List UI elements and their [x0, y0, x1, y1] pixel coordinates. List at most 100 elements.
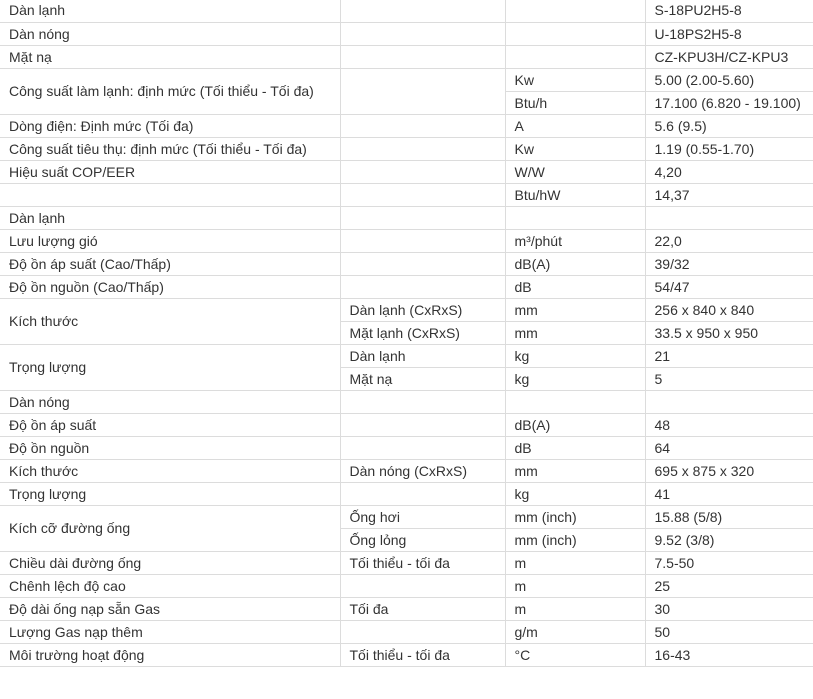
table-row: Trọng lượng kg 41: [0, 481, 813, 506]
table-cell: Mặt nạ: [0, 44, 341, 69]
table-cell: dB(A): [504, 412, 646, 437]
table-cell: Btu/hW: [504, 182, 646, 207]
table-cell: 9.52 (3/8): [644, 527, 813, 552]
table-cell: [339, 159, 506, 184]
table-row: Btu/hW 14,37: [0, 182, 813, 207]
table-cell: Tối đa: [339, 596, 506, 621]
table-row: Độ ồn nguồn dB 64: [0, 435, 813, 460]
table-row: Dàn lạnh: [0, 205, 813, 230]
table-cell: mm (inch): [504, 527, 646, 552]
table-row: Dàn lạnh S-18PU2H5-8: [0, 0, 813, 23]
table-cell: 5.6 (9.5): [644, 113, 813, 138]
table-cell: 25: [644, 573, 813, 598]
table-row: Độ ồn áp suất dB(A) 48: [0, 412, 813, 437]
table-cell: Ống lỏng: [340, 527, 506, 552]
table-cell: 5.00 (2.00-5.60): [644, 67, 813, 92]
table-cell: Kích cỡ đường ống: [0, 504, 341, 552]
table-cell: Độ ồn nguồn (Cao/Thấp): [0, 274, 341, 299]
table-row: Môi trường hoạt động Tối thiểu - tối đa °C…: [0, 642, 813, 667]
table-cell: W/W: [504, 159, 646, 184]
table-cell: Độ ồn áp suất (Cao/Thấp): [0, 251, 341, 276]
table-row: Chênh lệch độ cao m 25: [0, 573, 813, 598]
table-cell: Độ dài ống nạp sẵn Gas: [0, 596, 341, 621]
table-cell: Dàn nóng: [0, 389, 341, 414]
table-row: Dàn nóng: [0, 389, 813, 414]
table-row: Btu/h 17.100 (6.820 - 19.100): [0, 90, 813, 115]
table-cell: 33.5 x 950 x 950: [644, 320, 813, 345]
table-cell: Chênh lệch độ cao: [0, 573, 341, 598]
table-cell: 7.5-50: [644, 550, 813, 575]
table-cell: Chiều dài đường ống: [0, 550, 341, 575]
table-cell: 256 x 840 x 840: [644, 297, 813, 322]
table-cell: [339, 44, 506, 69]
table-cell: [504, 44, 646, 69]
table-cell: Dàn nóng (CxRxS): [339, 458, 506, 483]
table-cell: [504, 0, 646, 23]
table-cell: [339, 228, 506, 253]
table-cell: kg: [504, 343, 646, 368]
table-cell: Mặt nạ: [340, 366, 506, 391]
table-row: Mặt nạ CZ-KPU3H/CZ-KPU3: [0, 44, 813, 69]
table-cell: m: [504, 573, 646, 598]
table-cell: [504, 205, 646, 230]
table-cell: 4,20: [644, 159, 813, 184]
table-cell: Dàn lạnh: [339, 343, 506, 368]
table-row: Hiệu suất COP/EER W/W 4,20: [0, 159, 813, 184]
table-cell: [339, 274, 506, 299]
table-cell: 64: [644, 435, 813, 460]
table-cell: 5: [644, 366, 813, 391]
table-cell: [339, 205, 506, 230]
table-cell: Ống hơi: [339, 504, 506, 529]
table-cell: 50: [644, 619, 813, 644]
table-cell: mm (inch): [504, 504, 646, 529]
table-cell: Kw: [504, 67, 646, 92]
table-cell: Kw: [504, 136, 646, 161]
table-cell: Công suất làm lạnh: định mức (Tối thiểu …: [0, 67, 341, 115]
table-cell: Độ ồn nguồn: [0, 435, 341, 460]
table-cell: kg: [504, 481, 646, 506]
table-cell: Trọng lượng: [0, 343, 341, 391]
table-row: Công suất tiêu thụ: định mức (Tối thiểu …: [0, 136, 813, 161]
table-cell: A: [504, 113, 646, 138]
table-cell: Tối thiểu - tối đa: [339, 642, 506, 667]
table-cell: Trọng lượng: [0, 481, 341, 506]
table-cell: 48: [644, 412, 813, 437]
table-cell: Kích thước: [0, 458, 341, 483]
table-row: Độ dài ống nạp sẵn Gas Tối đa m 30: [0, 596, 813, 621]
table-cell: 15.88 (5/8): [644, 504, 813, 529]
table-cell: g/m: [504, 619, 646, 644]
table-cell: [339, 182, 506, 207]
table-cell: Công suất tiêu thụ: định mức (Tối thiểu …: [0, 136, 341, 161]
table-cell: Lưu lượng gió: [0, 228, 341, 253]
table-row: Mặt lạnh (CxRxS) mm 33.5 x 950 x 950: [0, 320, 813, 345]
table-cell: mm: [504, 320, 646, 345]
table-cell: [339, 573, 506, 598]
table-cell: U-18PS2H5-8: [644, 21, 813, 46]
table-cell: dB: [504, 274, 646, 299]
table-cell: 17.100 (6.820 - 19.100): [644, 90, 813, 115]
table-cell: kg: [504, 366, 646, 391]
table-row: Kích cỡ đường ống Ống hơi mm (inch) 15.88 (…: [0, 504, 813, 552]
table-cell: Mặt lạnh (CxRxS): [340, 320, 506, 345]
table-row: Dàn nóng U-18PS2H5-8: [0, 21, 813, 46]
table-cell: [339, 67, 506, 115]
table-cell: 21: [644, 343, 813, 368]
table-cell: Hiệu suất COP/EER: [0, 159, 341, 184]
table-cell: [339, 389, 506, 414]
table-cell: m: [504, 596, 646, 621]
table-cell: [339, 251, 506, 276]
table-cell: 695 x 875 x 320: [644, 458, 813, 483]
table-row: Ống lỏng mm (inch) 9.52 (3/8): [0, 527, 813, 552]
table-row: Lượng Gas nạp thêm g/m 50: [0, 619, 813, 644]
table-cell: Btu/h: [505, 90, 646, 115]
table-cell: mm: [504, 297, 646, 322]
table-cell: [339, 435, 506, 460]
table-row: Lưu lượng gió m³/phút 22,0: [0, 228, 813, 253]
table-cell: [339, 113, 506, 138]
table-row: Chiều dài đường ống Tối thiểu - tối đa m 7.…: [0, 550, 813, 575]
table-row: Độ ồn nguồn (Cao/Thấp) dB 54/47: [0, 274, 813, 299]
table-cell: Dòng điện: Định mức (Tối đa): [0, 113, 341, 138]
table-cell: Dàn lạnh (CxRxS): [339, 297, 506, 322]
table-cell: [339, 136, 506, 161]
table-cell: Tối thiểu - tối đa: [339, 550, 506, 575]
